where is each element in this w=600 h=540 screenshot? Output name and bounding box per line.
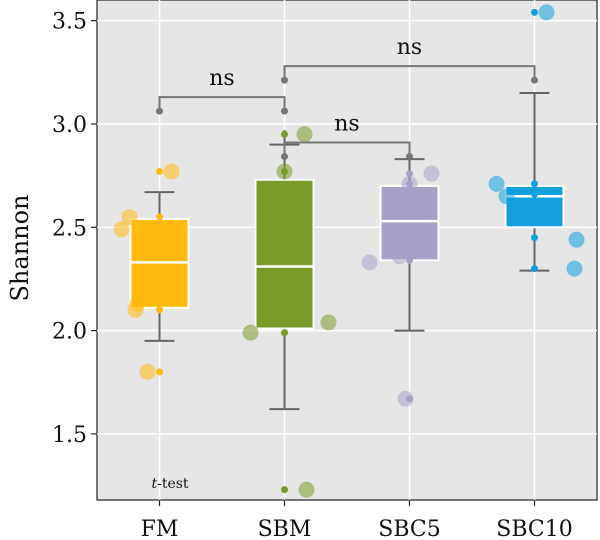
x-tick-label: SBM bbox=[258, 517, 312, 540]
data-point bbox=[397, 390, 414, 407]
data-point bbox=[163, 163, 180, 180]
bracket-end-dot bbox=[531, 76, 538, 84]
y-tick-label: 1.5 bbox=[52, 423, 87, 448]
data-point bbox=[281, 486, 288, 494]
test-annotation: t-test bbox=[151, 476, 188, 492]
significance-bracket: ns bbox=[156, 66, 288, 115]
x-tick-label: SBC5 bbox=[378, 517, 440, 540]
data-point bbox=[298, 481, 315, 498]
bracket-end-dot bbox=[281, 107, 288, 115]
data-point bbox=[538, 4, 555, 21]
test-annotation-italic: t bbox=[151, 476, 157, 492]
box bbox=[379, 184, 440, 262]
data-point bbox=[127, 301, 144, 318]
box-group-sbc5 bbox=[361, 158, 440, 407]
data-point bbox=[156, 306, 163, 314]
data-point bbox=[121, 208, 138, 225]
data-point bbox=[498, 188, 515, 205]
y-tick-label: 2.0 bbox=[52, 320, 87, 345]
data-point bbox=[281, 329, 288, 337]
chart-marks: ns ns ns bbox=[113, 4, 585, 498]
significance-label: ns bbox=[397, 35, 422, 60]
data-point bbox=[531, 8, 538, 16]
box bbox=[254, 178, 315, 330]
y-axis-title: Shannon bbox=[6, 194, 34, 301]
bracket-end-dot bbox=[281, 153, 288, 161]
data-point bbox=[296, 126, 313, 143]
data-point bbox=[276, 163, 293, 180]
data-point bbox=[156, 167, 163, 175]
data-point bbox=[488, 175, 505, 192]
data-point bbox=[139, 363, 156, 380]
data-point bbox=[113, 221, 130, 238]
bracket-line bbox=[283, 141, 411, 157]
data-point bbox=[531, 180, 538, 188]
data-point bbox=[423, 165, 440, 182]
bracket-end-dot bbox=[156, 107, 163, 115]
bracket-line bbox=[283, 65, 536, 81]
data-point bbox=[156, 213, 163, 221]
significance-label: ns bbox=[334, 112, 359, 137]
significance-bracket: ns bbox=[281, 35, 538, 84]
y-tick-label: 3.5 bbox=[52, 10, 87, 35]
bracket-line bbox=[158, 96, 286, 112]
data-point bbox=[531, 234, 538, 242]
significance-label: ns bbox=[209, 66, 234, 91]
data-point bbox=[281, 130, 288, 138]
box-group-sbc10 bbox=[488, 4, 585, 277]
box-group-fm bbox=[113, 163, 190, 380]
data-point bbox=[156, 368, 163, 376]
bracket-end-dot bbox=[406, 153, 413, 161]
data-point bbox=[568, 231, 585, 248]
data-point bbox=[531, 190, 538, 198]
data-point bbox=[391, 248, 408, 265]
y-tick-label: 3.0 bbox=[52, 113, 87, 138]
y-tick-label: 2.5 bbox=[52, 216, 87, 241]
data-point bbox=[361, 254, 378, 271]
data-point bbox=[406, 256, 413, 264]
test-annotation-rest: -test bbox=[157, 476, 189, 492]
bracket-end-dot bbox=[281, 76, 288, 84]
x-tick-label: SBC10 bbox=[496, 517, 572, 540]
significance-bracket: ns bbox=[281, 112, 413, 161]
data-point bbox=[242, 324, 259, 341]
x-axis: FM SBM SBC5 SBC10 bbox=[141, 500, 573, 540]
data-point bbox=[320, 314, 337, 331]
y-axis: 1.5 2.0 2.5 3.0 3.5 bbox=[52, 10, 97, 448]
box-group-sbm bbox=[242, 126, 337, 498]
x-tick-label: FM bbox=[141, 517, 179, 540]
data-point bbox=[531, 265, 538, 273]
data-point bbox=[566, 260, 583, 277]
data-point bbox=[406, 170, 413, 178]
data-point bbox=[401, 175, 418, 192]
